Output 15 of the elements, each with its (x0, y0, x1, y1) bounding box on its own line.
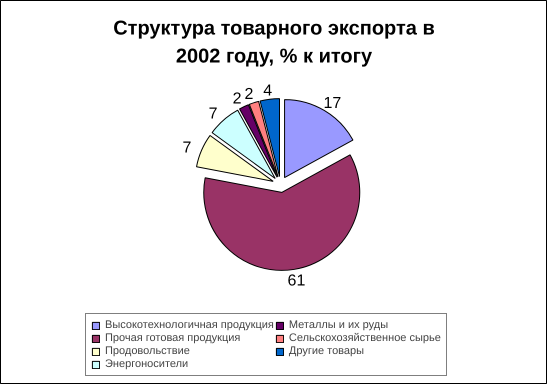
data-label: 61 (288, 272, 306, 290)
legend-label: Продовольствие (105, 345, 190, 357)
data-label: 17 (324, 94, 342, 112)
data-label: 7 (208, 105, 218, 122)
legend-label: Металлы и их руды (288, 319, 388, 331)
legend-label: Высокотехнологичная продукция (105, 319, 274, 331)
data-label: 2 (244, 86, 254, 104)
chart-title: Структура товарного экспорта в 2002 году, % к итогу (113, 18, 435, 68)
legend-label: Сельскохозяйственное сырье (288, 332, 441, 344)
data-label: 4 (263, 82, 272, 100)
data-label: 2 (232, 90, 242, 108)
legend-label: Другие товары (288, 345, 364, 357)
legend-label: Прочая готовая продукция (105, 332, 240, 344)
legend-label: Энергоносители (105, 358, 188, 370)
data-label: 7 (182, 139, 192, 156)
